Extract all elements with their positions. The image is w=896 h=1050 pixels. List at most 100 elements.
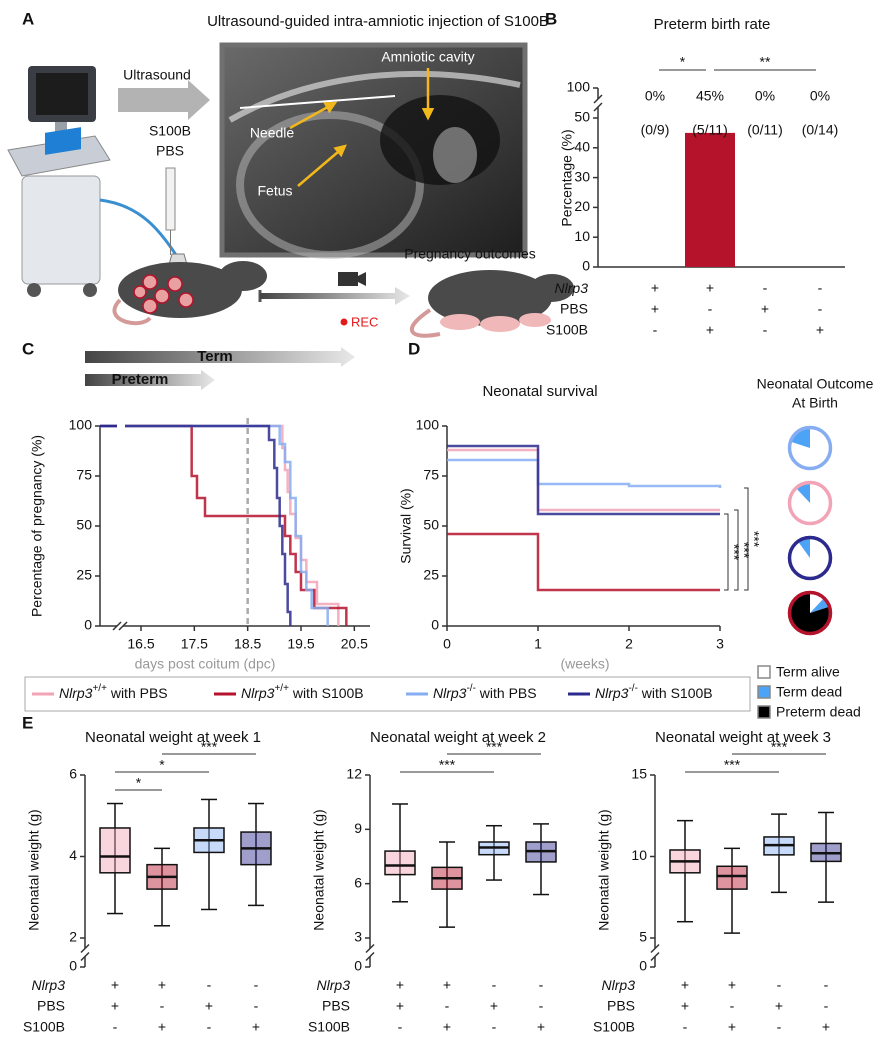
axis-break (80, 951, 90, 962)
significance-label: *** (746, 531, 762, 548)
x-axis-label: days post coitum (dpc) (135, 656, 276, 672)
y-tick-label: 5 (639, 929, 647, 945)
row-value: + (111, 977, 119, 993)
row-value: + (728, 977, 736, 993)
legend-label: Term alive (776, 664, 840, 680)
y-tick-label: 9 (354, 820, 362, 836)
panel-letter: C (22, 339, 34, 358)
x-tick-label: 2 (625, 636, 633, 652)
x-tick-label: 20.5 (341, 636, 368, 652)
y-axis-label: Survival (%) (398, 488, 414, 563)
pie-slice (810, 599, 829, 613)
significance-label: *** (486, 739, 503, 755)
row-value: - (708, 301, 713, 317)
y-tick-label: 10 (574, 228, 590, 244)
pie-ring (787, 425, 833, 471)
axis-break (650, 951, 660, 962)
y-tick-label: 100 (69, 417, 93, 433)
survival-line (125, 424, 329, 626)
row-value: - (492, 977, 497, 993)
row-value: - (539, 977, 544, 993)
row-value: + (158, 1019, 166, 1035)
legend-label: Nlrp3+/+ with PBS (59, 683, 168, 701)
y-axis-label: Percentage of pregnancy (%) (29, 435, 45, 617)
y-tick-label: 0 (354, 958, 362, 974)
y-tick-label: 3 (354, 929, 362, 945)
y-tick-label: 40 (574, 139, 590, 155)
arrow (118, 80, 210, 120)
count-label: (0/14) (802, 122, 839, 138)
y-tick-label: 0 (582, 258, 590, 274)
significance-label: * (680, 54, 686, 70)
row-value: - (824, 977, 829, 993)
row-value: + (443, 1019, 451, 1035)
mouse-tail (112, 298, 152, 326)
y-tick-label: 0 (69, 958, 77, 974)
legend-swatch (757, 685, 771, 699)
row-value: + (396, 977, 404, 993)
count-label: (0/9) (641, 122, 670, 138)
survival-line (125, 424, 292, 626)
pie-slice (791, 539, 830, 577)
row-value: - (113, 1019, 118, 1035)
needle-echo (239, 95, 396, 109)
pie-slice (791, 594, 830, 633)
chart-title: Neonatal survival (482, 383, 597, 400)
y-tick-label: 4 (69, 847, 77, 863)
y-tick-label: 20 (574, 198, 590, 214)
label: PBS (156, 143, 184, 159)
row-value: + (681, 977, 689, 993)
probe-cable (99, 198, 180, 259)
annotation: Term (197, 348, 233, 365)
row-value: - (818, 301, 823, 317)
row-value: - (254, 998, 259, 1014)
significance-label: *** (771, 739, 788, 755)
row-value: + (651, 280, 659, 296)
chart-title: Neonatal weight at week 2 (370, 729, 546, 746)
row-value: - (777, 977, 782, 993)
significance-label: ** (760, 54, 771, 70)
pie-ring (787, 535, 833, 581)
survival-line (447, 458, 722, 488)
rec-dot (340, 318, 348, 326)
legend-label: Nlrp3-/- with PBS (433, 683, 537, 701)
axis-break (593, 102, 603, 112)
axis-break (650, 943, 660, 954)
row-value: - (445, 998, 450, 1014)
row-value: + (111, 998, 119, 1014)
pie-slice (791, 429, 810, 448)
mouse-body (428, 270, 552, 326)
row-label: PBS (607, 998, 635, 1014)
x-tick-label: 3 (716, 636, 724, 652)
pie-slice (796, 484, 810, 503)
row-label: S100B (308, 1019, 350, 1035)
significance-bracket (734, 509, 739, 591)
y-tick-label: 25 (76, 567, 92, 583)
y-tick-label: 6 (69, 766, 77, 782)
row-label: S100B (546, 322, 588, 338)
row-label: Nlrp3 (32, 977, 66, 993)
significance-label: * (159, 757, 165, 773)
row-label: Nlrp3 (555, 280, 589, 296)
row-value: + (205, 998, 213, 1014)
y-tick-label: 50 (76, 517, 92, 533)
annotation-arrow (85, 347, 355, 367)
pie-ring (787, 480, 833, 526)
panel-letter: B (545, 9, 557, 28)
label: Ultrasound (123, 67, 191, 83)
row-value: - (653, 322, 658, 338)
row-value: + (761, 301, 769, 317)
annotation-arrow (85, 370, 215, 390)
legend-label: Term dead (776, 684, 842, 700)
label: Pregnancy outcomes (404, 246, 536, 262)
camera-lens (358, 272, 366, 286)
panel-letter: A (22, 9, 34, 28)
value-label: 45% (696, 88, 724, 104)
panel-letter: D (408, 339, 420, 358)
label: S100B (149, 123, 191, 139)
bar (685, 132, 735, 267)
pie-slice (810, 594, 824, 613)
y-tick-label: 0 (84, 617, 92, 633)
x-tick-label: 16.5 (127, 636, 154, 652)
fetus-head (433, 127, 477, 183)
